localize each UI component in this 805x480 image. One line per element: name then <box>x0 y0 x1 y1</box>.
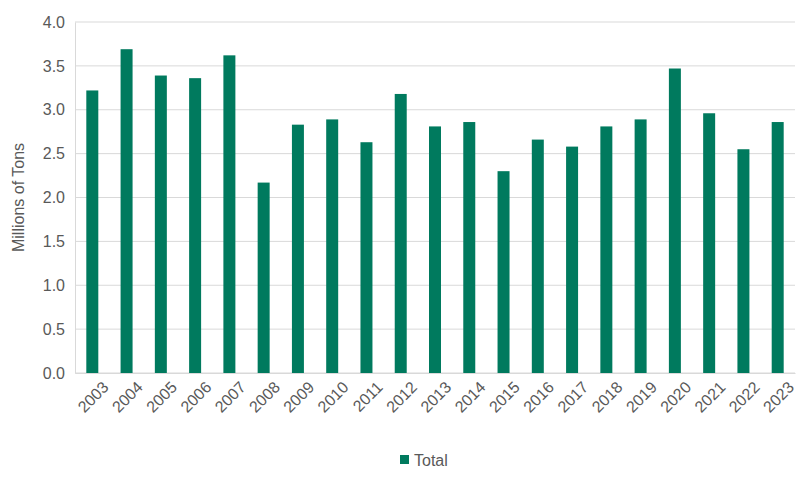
x-tick-label: 2008 <box>246 378 283 415</box>
x-tick: 2015 <box>486 373 523 416</box>
x-tick-label: 2011 <box>350 378 386 414</box>
bar <box>189 78 201 373</box>
x-tick-label: 2013 <box>417 378 454 415</box>
y-tick: 3.5 <box>43 57 75 74</box>
x-tick-label: 2019 <box>623 378 660 415</box>
x-tick: 2019 <box>623 373 660 416</box>
grid-line <box>75 109 795 110</box>
y-tick: 2.5 <box>43 145 75 162</box>
chart: 0.00.51.01.52.02.53.03.54.02003200420052… <box>0 0 805 480</box>
x-tick-label: 2009 <box>280 378 317 415</box>
x-tick-label: 2003 <box>75 378 112 415</box>
bar <box>429 126 441 373</box>
x-tick-label: 2016 <box>520 378 557 415</box>
y-tick-label: 0.5 <box>43 321 65 338</box>
x-tick: 2004 <box>109 373 146 416</box>
x-tick-label: 2020 <box>657 378 694 415</box>
x-tick: 2021 <box>691 373 728 416</box>
y-tick-label: 3.5 <box>43 57 65 74</box>
y-tick-label: 2.0 <box>43 189 65 206</box>
x-tick: 2020 <box>657 373 694 416</box>
x-tick-label: 2017 <box>554 378 591 415</box>
x-tick: 2016 <box>520 373 557 416</box>
y-axis-line <box>75 23 76 374</box>
bar <box>737 149 749 373</box>
x-axis: 2003200420052006200720082009201020112012… <box>75 373 798 416</box>
y-tick: 0.0 <box>43 365 75 382</box>
x-tick: 2013 <box>417 373 454 416</box>
y-tick: 2.0 <box>43 189 75 206</box>
x-tick-label: 2015 <box>486 378 523 415</box>
x-tick-label: 2021 <box>691 378 728 415</box>
grid <box>75 22 795 373</box>
grid-line <box>75 22 795 23</box>
bar <box>463 122 475 373</box>
x-tick-label: 2005 <box>143 378 180 415</box>
x-tick: 2011 <box>350 373 386 415</box>
y-tick: 1.0 <box>43 277 75 294</box>
x-tick: 2005 <box>143 373 180 416</box>
plot: 0.00.51.01.52.02.53.03.54.02003200420052… <box>43 14 797 416</box>
y-tick-label: 2.5 <box>43 145 65 162</box>
x-tick: 2008 <box>246 373 283 416</box>
x-tick-label: 2022 <box>726 378 763 415</box>
x-tick: 2012 <box>383 373 420 416</box>
x-tick-label: 2006 <box>177 378 214 415</box>
x-tick: 2014 <box>452 373 489 416</box>
x-tick: 2003 <box>75 373 112 416</box>
y-tick-label: 3.0 <box>43 101 65 118</box>
bar <box>600 126 612 373</box>
x-tick: 2018 <box>589 373 626 416</box>
legend-label: Total <box>414 452 448 469</box>
y-tick-label: 1.5 <box>43 233 65 250</box>
y-tick-label: 1.0 <box>43 277 65 294</box>
y-tick-label: 4.0 <box>43 14 65 31</box>
y-axis: 0.0 0.5 1.0 1.5 2.0 2.5 3.0 3.5 4.0 <box>43 14 76 382</box>
x-tick: 2017 <box>554 373 591 416</box>
x-tick-label: 2007 <box>212 378 249 415</box>
bar <box>532 140 544 373</box>
legend: Total <box>400 452 448 469</box>
bar <box>566 147 578 373</box>
bars <box>86 49 783 373</box>
x-tick-label: 2018 <box>589 378 626 415</box>
y-tick: 4.0 <box>43 14 75 31</box>
bar <box>498 171 510 373</box>
x-tick: 2009 <box>280 373 317 416</box>
bar <box>360 142 372 373</box>
y-tick: 3.0 <box>43 101 75 118</box>
bar <box>326 119 338 373</box>
bar <box>86 90 98 373</box>
x-tick: 2010 <box>314 373 351 416</box>
y-tick: 0.5 <box>43 321 75 338</box>
y-axis-title: Millions of Tons <box>10 143 27 252</box>
x-tick-label: 2023 <box>760 378 797 415</box>
x-tick: 2006 <box>177 373 214 416</box>
bar <box>223 55 235 373</box>
x-tick-label: 2014 <box>452 378 489 415</box>
x-tick: 2007 <box>212 373 249 416</box>
bar <box>155 76 167 373</box>
bar <box>669 69 681 373</box>
bar <box>395 94 407 373</box>
x-tick-label: 2004 <box>109 378 146 415</box>
x-tick-label: 2012 <box>383 378 420 415</box>
y-tick-label: 0.0 <box>43 365 65 382</box>
legend-swatch <box>400 455 409 464</box>
x-tick-label: 2010 <box>314 378 351 415</box>
bar <box>772 122 784 373</box>
x-axis-line <box>76 373 796 374</box>
bar <box>703 113 715 373</box>
bar <box>292 125 304 373</box>
bar <box>258 183 270 373</box>
x-tick: 2023 <box>760 373 797 416</box>
bar <box>635 119 647 373</box>
y-tick: 1.5 <box>43 233 75 250</box>
bar <box>121 49 133 373</box>
x-tick: 2022 <box>726 373 763 416</box>
grid-line <box>75 65 795 66</box>
